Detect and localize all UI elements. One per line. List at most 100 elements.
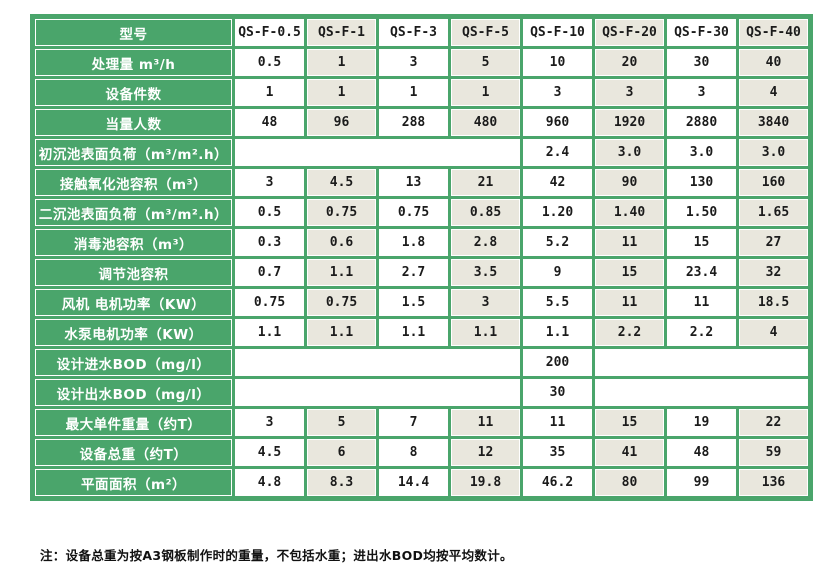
value-cell: 23.4 (667, 259, 736, 286)
value-cell: 3 (235, 169, 304, 196)
value-cell: 27 (739, 229, 808, 256)
value-cell: 3.5 (451, 259, 520, 286)
table-row: 设计出水BOD（mg/l） 30 (35, 379, 808, 406)
table-row: 消毒池容积（m³） 0.3 0.6 1.8 2.8 5.2 11 15 27 (35, 229, 808, 256)
value-cell: 0.85 (451, 199, 520, 226)
value-cell: 11 (595, 229, 664, 256)
value-cell: 11 (595, 289, 664, 316)
value-cell: 136 (739, 469, 808, 496)
row-label-cell: 平面面积（m²） (35, 469, 232, 496)
value-cell: 8.3 (307, 469, 376, 496)
value-cell: 5.5 (523, 289, 592, 316)
row-label-cell: 当量人数 (35, 109, 232, 136)
value-cell: 1.1 (379, 319, 448, 346)
model-header-cell: QS-F-30 (667, 19, 736, 46)
value-cell: 30 (523, 379, 592, 406)
table-row: 设备总重（约T） 4.5 6 8 12 35 41 48 59 (35, 439, 808, 466)
value-cell: 0.75 (307, 199, 376, 226)
value-cell: 0.3 (235, 229, 304, 256)
value-cell: 1 (307, 79, 376, 106)
value-cell: 48 (667, 439, 736, 466)
empty-merged-cell (235, 349, 520, 376)
row-label-cell: 调节池容积 (35, 259, 232, 286)
value-cell: 1 (379, 79, 448, 106)
table-row: 设备件数 1 1 1 1 3 3 3 4 (35, 79, 808, 106)
value-cell: 13 (379, 169, 448, 196)
row-label-cell: 设备件数 (35, 79, 232, 106)
value-cell: 5 (307, 409, 376, 436)
value-cell: 96 (307, 109, 376, 136)
empty-merged-cell (595, 379, 808, 406)
footnote: 注：设备总重为按A3钢板制作时的重量，不包括水重；进出水BOD均按平均数计。 (40, 548, 513, 563)
value-cell: 42 (523, 169, 592, 196)
value-cell: 2.8 (451, 229, 520, 256)
value-cell: 6 (307, 439, 376, 466)
value-cell: 10 (523, 49, 592, 76)
value-cell: 1.1 (523, 319, 592, 346)
row-label-cell: 设备总重（约T） (35, 439, 232, 466)
table-row: 最大单件重量（约T） 3 5 7 11 11 15 19 22 (35, 409, 808, 436)
table-row: 初沉池表面负荷（m³/m².h） 2.4 3.0 3.0 3.0 (35, 139, 808, 166)
value-cell: 3 (379, 49, 448, 76)
header-row: 型号 QS-F-0.5 QS-F-1 QS-F-3 QS-F-5 QS-F-10 QS-F-… (35, 19, 808, 46)
value-cell: 14.4 (379, 469, 448, 496)
value-cell: 22 (739, 409, 808, 436)
value-cell: 0.5 (235, 199, 304, 226)
value-cell: 130 (667, 169, 736, 196)
value-cell: 41 (595, 439, 664, 466)
value-cell: 1.1 (307, 259, 376, 286)
value-cell: 0.75 (307, 289, 376, 316)
value-cell: 4.5 (235, 439, 304, 466)
value-cell: 11 (451, 409, 520, 436)
value-cell: 5 (451, 49, 520, 76)
corner-label-cell: 型号 (35, 19, 232, 46)
value-cell: 480 (451, 109, 520, 136)
value-cell: 3.0 (667, 139, 736, 166)
value-cell: 3 (523, 79, 592, 106)
value-cell: 1 (235, 79, 304, 106)
value-cell: 9 (523, 259, 592, 286)
row-label-cell: 设计进水BOD（mg/l） (35, 349, 232, 376)
value-cell: 35 (523, 439, 592, 466)
row-label-cell: 最大单件重量（约T） (35, 409, 232, 436)
model-header-cell: QS-F-20 (595, 19, 664, 46)
value-cell: 1.40 (595, 199, 664, 226)
spec-table-body: 型号 QS-F-0.5 QS-F-1 QS-F-3 QS-F-5 QS-F-10 QS-F-… (35, 19, 808, 496)
value-cell: 0.75 (235, 289, 304, 316)
row-label-cell: 处理量 m³/h (35, 49, 232, 76)
value-cell: 40 (739, 49, 808, 76)
value-cell: 20 (595, 49, 664, 76)
value-cell: 1.20 (523, 199, 592, 226)
model-header-cell: QS-F-10 (523, 19, 592, 46)
model-header-cell: QS-F-40 (739, 19, 808, 46)
row-label-cell: 初沉池表面负荷（m³/m².h） (35, 139, 232, 166)
value-cell: 2.2 (667, 319, 736, 346)
value-cell: 4.5 (307, 169, 376, 196)
value-cell: 3.0 (595, 139, 664, 166)
value-cell: 3 (595, 79, 664, 106)
model-header-cell: QS-F-3 (379, 19, 448, 46)
value-cell: 0.7 (235, 259, 304, 286)
value-cell: 4 (739, 319, 808, 346)
value-cell: 1 (307, 49, 376, 76)
value-cell: 48 (235, 109, 304, 136)
value-cell: 5.2 (523, 229, 592, 256)
value-cell: 7 (379, 409, 448, 436)
row-label-cell: 消毒池容积（m³） (35, 229, 232, 256)
table-row: 平面面积（m²） 4.8 8.3 14.4 19.8 46.2 80 99 136 (35, 469, 808, 496)
value-cell: 200 (523, 349, 592, 376)
value-cell: 46.2 (523, 469, 592, 496)
table-row: 水泵电机功率（KW） 1.1 1.1 1.1 1.1 1.1 2.2 2.2 4 (35, 319, 808, 346)
value-cell: 15 (595, 409, 664, 436)
value-cell: 3 (451, 289, 520, 316)
value-cell: 11 (667, 289, 736, 316)
empty-merged-cell (595, 349, 808, 376)
value-cell: 19.8 (451, 469, 520, 496)
row-label-cell: 风机 电机功率（KW） (35, 289, 232, 316)
value-cell: 90 (595, 169, 664, 196)
value-cell: 3 (235, 409, 304, 436)
table-row: 当量人数 48 96 288 480 960 1920 2880 3840 (35, 109, 808, 136)
value-cell: 19 (667, 409, 736, 436)
value-cell: 1 (451, 79, 520, 106)
